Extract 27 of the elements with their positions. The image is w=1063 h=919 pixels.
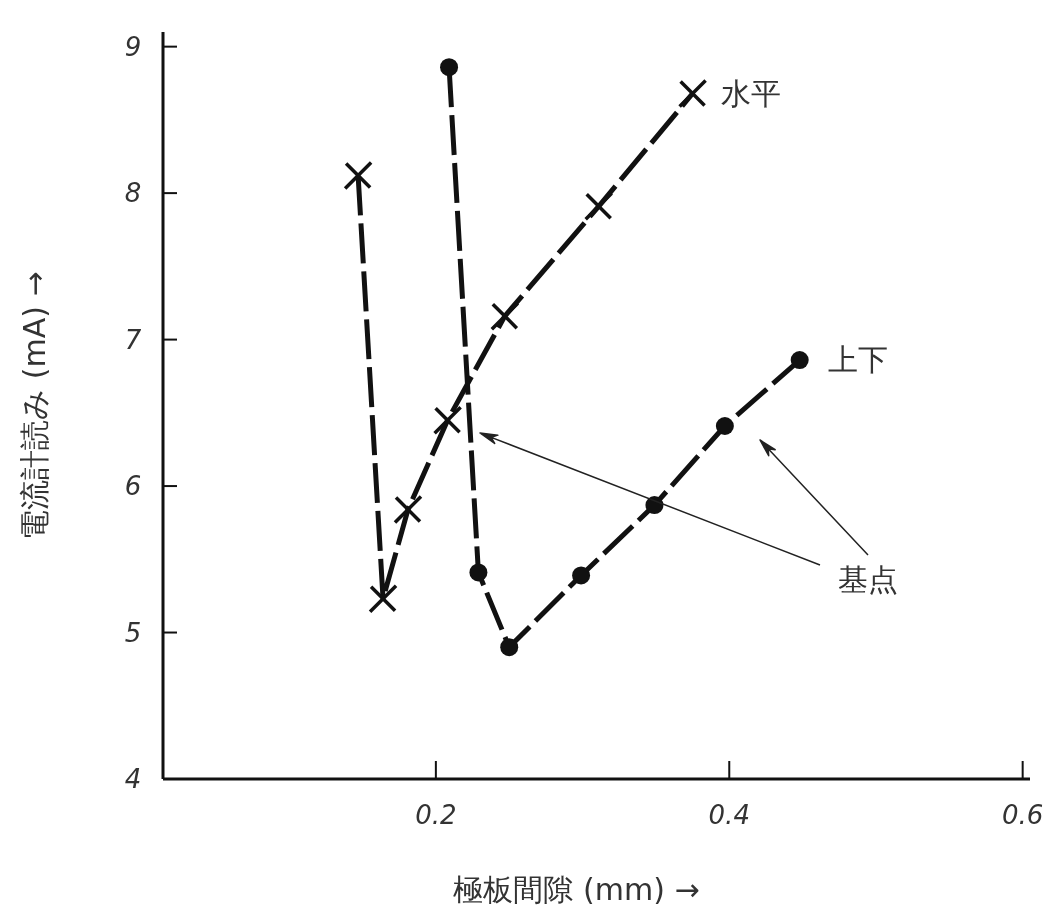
y-tick-label: 6 <box>124 471 142 502</box>
point <box>572 566 591 585</box>
y-tick-label: 8 <box>124 178 142 209</box>
y-tick-label: 7 <box>124 324 142 355</box>
point <box>677 78 708 109</box>
point <box>790 351 809 370</box>
series-label: 水平 <box>720 75 781 111</box>
y-tick-label: 5 <box>124 617 142 648</box>
point <box>440 58 459 77</box>
y-tick-label: 9 <box>124 31 142 62</box>
point <box>490 301 520 331</box>
point <box>343 160 373 191</box>
point <box>500 638 519 657</box>
point <box>583 191 614 222</box>
annotation: 基点 <box>838 562 898 597</box>
point <box>715 417 734 436</box>
point <box>368 584 398 614</box>
point <box>432 405 463 435</box>
y-tick-label: 4 <box>124 764 142 794</box>
x-tick-label: 0.4 <box>708 800 750 830</box>
point <box>469 563 488 582</box>
series-label: 上下 <box>827 342 888 378</box>
x-tick-label: 0.6 <box>1001 800 1044 830</box>
x-axis-title: 極板間隙 (mm) → <box>453 872 700 907</box>
x-tick-label: 0.2 <box>415 800 457 830</box>
point <box>393 494 423 525</box>
y-axis-title: 電流計読み (mA) → <box>17 271 52 540</box>
